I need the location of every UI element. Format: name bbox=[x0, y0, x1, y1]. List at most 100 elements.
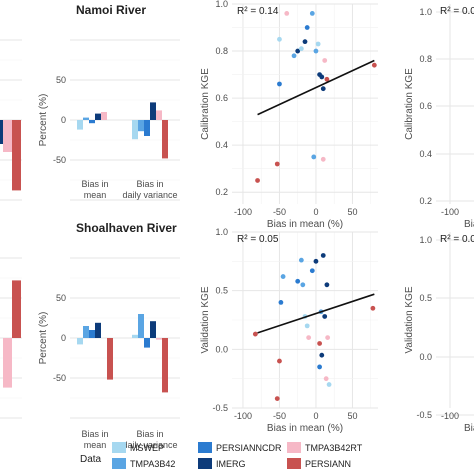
x-tick-label: -100 bbox=[234, 411, 252, 421]
x-axis-label: Bias in mean (%) bbox=[267, 423, 343, 434]
point-imerg bbox=[319, 74, 325, 80]
legend-label: MSWEP bbox=[130, 443, 164, 453]
r-squared-annotation: R² = 0.14 bbox=[237, 6, 279, 17]
y-axis-label: Percent (%) bbox=[38, 312, 49, 365]
r-squared-annotation: R² = 0.05 bbox=[237, 234, 279, 245]
point-imerg bbox=[302, 39, 308, 45]
point-tmpa3b42 bbox=[291, 53, 297, 59]
x-axis-label: Bias bbox=[464, 219, 474, 230]
point-persianncdr bbox=[304, 25, 310, 30]
legend-swatch-mswep bbox=[112, 442, 126, 453]
point-mswep bbox=[304, 323, 310, 329]
y-tick-label: -0.5 bbox=[212, 403, 228, 413]
bar-persianncdr bbox=[144, 120, 150, 136]
y-tick-label: 50 bbox=[56, 293, 66, 303]
point-tmpa3b42 bbox=[309, 11, 315, 16]
y-tick-label: 0.0 bbox=[215, 344, 228, 354]
y-axis-label: Validation KGE bbox=[404, 286, 415, 353]
y-tick-label: 0.0 bbox=[419, 352, 432, 362]
point-persiann bbox=[317, 341, 322, 346]
point-persiann bbox=[370, 305, 376, 311]
legend-swatch-imerg bbox=[198, 458, 212, 469]
legend-swatch-persianncdr bbox=[198, 442, 212, 453]
y-axis-label: Calibration KGE bbox=[404, 68, 415, 140]
bar-imerg bbox=[95, 113, 101, 120]
x-tick-label: 50 bbox=[347, 207, 357, 217]
y-tick-label: 1.0 bbox=[419, 7, 432, 17]
point-persiann bbox=[277, 358, 282, 364]
bar-tmpa3b42 bbox=[138, 120, 144, 132]
point-persiann bbox=[274, 161, 280, 167]
bar-tmpa3b42rt bbox=[156, 110, 162, 120]
y-tick-label: 0 bbox=[61, 333, 66, 343]
legend-swatch-tmpa3b42rt bbox=[287, 442, 301, 453]
bar-persianncdr bbox=[144, 338, 150, 348]
point-mswep bbox=[315, 41, 321, 47]
x-axis-label: Bias in mean (%) bbox=[267, 219, 343, 230]
y-tick-label: 1.0 bbox=[419, 235, 432, 245]
x-category-label: Bias in daily variance bbox=[122, 179, 177, 200]
bar-tmpa3b42rt bbox=[101, 112, 107, 120]
y-tick-label: 1.0 bbox=[215, 0, 228, 9]
bar-tmpa3b42rt bbox=[3, 120, 12, 152]
bar-tmpa3b42rt bbox=[156, 338, 162, 340]
legend-label: TMPA3B42RT bbox=[305, 443, 363, 453]
x-tick-label: 0 bbox=[313, 207, 318, 217]
y-tick-label: 0.2 bbox=[215, 187, 228, 197]
panel-title: Namoi River bbox=[76, 3, 146, 17]
point-tmpa3b42 bbox=[300, 282, 306, 288]
point-persianncdr bbox=[295, 278, 301, 284]
y-tick-label: 50 bbox=[56, 75, 66, 85]
x-tick-label: -50 bbox=[273, 207, 286, 217]
y-tick-label: 0 bbox=[61, 115, 66, 125]
point-tmpa3b42 bbox=[313, 48, 319, 54]
x-category-label: Bias in mean bbox=[81, 179, 108, 200]
y-axis-label: Percent (%) bbox=[38, 94, 49, 147]
bar-tmpa3b42 bbox=[83, 326, 89, 338]
bar-persiann bbox=[107, 338, 113, 380]
bar-mswep bbox=[77, 338, 83, 345]
bar-imerg bbox=[150, 321, 156, 338]
point-persianncdr bbox=[317, 364, 322, 370]
trend-line bbox=[257, 59, 375, 116]
point-persiann bbox=[324, 76, 330, 82]
y-tick-label: -50 bbox=[53, 373, 66, 383]
x-tick-label: -100 bbox=[441, 207, 459, 217]
bar-persiann bbox=[12, 120, 21, 191]
bar-mswep bbox=[132, 120, 138, 140]
bar-persiann bbox=[162, 338, 168, 393]
y-tick-label: 0.5 bbox=[215, 286, 228, 296]
y-tick-label: 0.2 bbox=[419, 196, 432, 206]
x-category-label: Bias in daily variance bbox=[122, 429, 177, 450]
legend-title: Data bbox=[80, 454, 102, 465]
legend-label: IMERG bbox=[216, 459, 246, 469]
x-tick-label: -100 bbox=[234, 207, 252, 217]
y-tick-label: 0.4 bbox=[419, 149, 432, 159]
point-persianncdr bbox=[277, 81, 282, 87]
r-squared-annotation: R² = 0.08 bbox=[440, 6, 474, 17]
bar-tmpa3b42rt bbox=[3, 338, 12, 388]
point-persiann bbox=[274, 396, 280, 402]
y-tick-label: 0.8 bbox=[419, 54, 432, 64]
trend-line bbox=[257, 293, 375, 334]
point-mswep bbox=[277, 36, 282, 42]
y-tick-label: -50 bbox=[53, 155, 66, 165]
bar-persiann bbox=[12, 280, 21, 338]
y-tick-label: 0.8 bbox=[215, 46, 228, 56]
y-tick-label: 0.5 bbox=[419, 293, 432, 303]
legend-label: PERSIANN bbox=[305, 459, 351, 469]
point-tmpa3b42rt bbox=[306, 335, 312, 340]
y-tick-label: 0.6 bbox=[215, 93, 228, 103]
legend-label: PERSIANNCDR bbox=[216, 443, 282, 453]
y-tick-label: 0.4 bbox=[215, 140, 228, 150]
point-imerg bbox=[320, 86, 326, 92]
legend-swatch-tmpa3b42 bbox=[112, 458, 126, 469]
point-tmpa3b42rt bbox=[284, 11, 290, 16]
point-tmpa3b42rt bbox=[325, 335, 331, 340]
point-imerg bbox=[295, 48, 301, 54]
point-tmpa3b42rt bbox=[322, 58, 328, 63]
bar-persiann bbox=[162, 120, 168, 159]
point-persianncdr bbox=[309, 268, 315, 274]
y-axis-label: Validation KGE bbox=[200, 286, 211, 353]
